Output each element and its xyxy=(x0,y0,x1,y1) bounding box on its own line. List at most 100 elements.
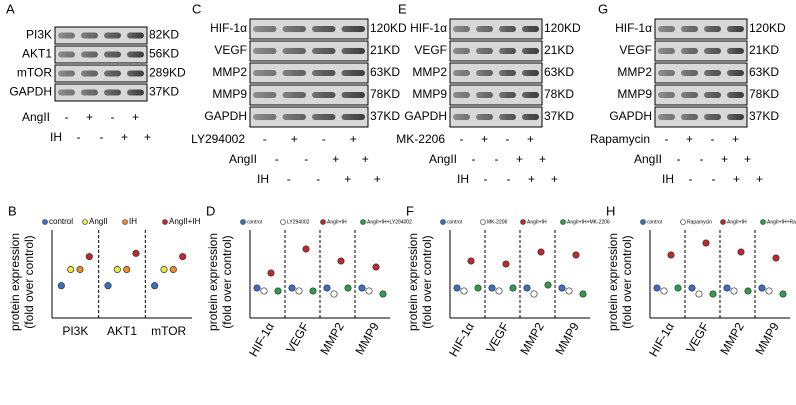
legend-swatch xyxy=(162,219,168,225)
data-dot xyxy=(85,253,93,261)
treatment-sign: + xyxy=(744,152,751,166)
blot-band xyxy=(522,70,539,76)
treatment-sign: - xyxy=(507,172,511,186)
treatment-sign: - xyxy=(472,152,476,166)
treatment-name: IH xyxy=(257,172,269,186)
blot-band xyxy=(58,51,75,58)
data-dot xyxy=(779,290,787,298)
protein-name: GAPDH xyxy=(204,109,247,123)
blot-strip xyxy=(249,18,369,40)
blot-band xyxy=(104,89,121,96)
data-dot xyxy=(695,290,703,298)
protein-name: MMP2 xyxy=(412,65,447,79)
legend-swatch xyxy=(720,219,726,225)
blot-band xyxy=(476,48,493,54)
blot-strip xyxy=(449,106,543,128)
band-size: 21KD xyxy=(544,43,574,57)
blot-band xyxy=(282,114,306,120)
data-dot xyxy=(453,284,461,292)
blot-band xyxy=(453,48,470,54)
treatment-name: AngII xyxy=(429,152,457,166)
treatment-sign: - xyxy=(700,152,704,166)
blot-band xyxy=(81,32,98,39)
data-dot xyxy=(57,282,65,290)
data-dot xyxy=(288,284,296,292)
legend-swatch xyxy=(240,219,246,225)
blot-band xyxy=(476,70,493,76)
legend-swatch xyxy=(520,219,526,225)
legend-swatch xyxy=(480,219,486,225)
blot-band xyxy=(58,32,75,39)
blot-strip xyxy=(249,106,369,128)
legend-swatch xyxy=(360,219,366,225)
x-tick-label: mTOR xyxy=(151,324,186,338)
data-dot xyxy=(123,265,131,274)
treatment-sign: + xyxy=(686,132,693,146)
blot-band xyxy=(312,92,336,98)
data-dot xyxy=(737,248,745,256)
treatment-sign: - xyxy=(304,152,308,166)
treatment-sign: + xyxy=(132,110,139,124)
data-dot xyxy=(467,257,475,265)
panel-letter: H xyxy=(606,203,615,218)
blot-strip xyxy=(654,40,748,62)
blot-band xyxy=(704,70,721,76)
panel-letter: A xyxy=(6,1,15,16)
data-dot xyxy=(723,284,731,292)
legend-label: AngII+IH xyxy=(327,219,347,225)
blot-band xyxy=(476,114,493,120)
data-dot xyxy=(365,287,373,295)
blot-band xyxy=(681,92,698,98)
blot-strip xyxy=(449,18,543,40)
protein-name: mTOR xyxy=(17,66,52,80)
blot-band xyxy=(341,26,365,32)
blot-band xyxy=(127,32,144,39)
blot-band xyxy=(253,92,277,98)
band-size: 289KD xyxy=(149,66,186,80)
blot-band xyxy=(341,48,365,54)
blot-band xyxy=(104,32,121,39)
blot-strip xyxy=(249,40,369,62)
blot-strip xyxy=(54,83,148,102)
data-dot xyxy=(151,282,159,290)
blot-band xyxy=(658,70,675,76)
data-dot xyxy=(502,260,510,268)
legend-swatch xyxy=(560,219,566,225)
treatment-sign: - xyxy=(677,152,681,166)
data-dot xyxy=(267,269,275,277)
x-tick-label: MMP2 xyxy=(717,320,747,357)
blot-band xyxy=(658,114,675,120)
legend-label: LY294002 xyxy=(287,219,310,225)
x-tick-label: VEGF xyxy=(683,320,711,355)
blot-band xyxy=(727,114,744,120)
blot-band xyxy=(499,26,516,32)
blot-band xyxy=(704,92,721,98)
panel-letter: G xyxy=(598,1,608,16)
blot-band xyxy=(253,70,277,76)
x-tick-label: MMP2 xyxy=(317,320,347,357)
blot-band xyxy=(658,92,675,98)
data-dot xyxy=(660,287,668,295)
treatment-sign: - xyxy=(263,132,267,146)
band-size: 21KD xyxy=(749,43,779,57)
x-tick-label: MMP2 xyxy=(517,320,547,357)
treatment-sign: + xyxy=(86,110,93,124)
band-size: 63KD xyxy=(749,65,779,79)
treatment-sign: + xyxy=(332,152,339,166)
legend-label: control xyxy=(647,219,662,225)
y-axis-label: protein expression xyxy=(406,233,420,331)
data-dot xyxy=(709,290,717,298)
treatment-sign: - xyxy=(712,172,716,186)
legend-swatch xyxy=(640,219,646,225)
blot-strip xyxy=(54,45,148,64)
protein-name: MMP9 xyxy=(412,87,447,101)
data-dot xyxy=(260,287,268,295)
blot-strip xyxy=(449,62,543,84)
band-size: 82KD xyxy=(149,28,179,42)
legend-label: IH xyxy=(129,217,137,226)
band-size: 78KD xyxy=(544,87,574,101)
data-dot xyxy=(558,284,566,292)
data-dot xyxy=(495,287,503,295)
band-size: 120KD xyxy=(749,21,786,35)
legend-label: AngII+IH xyxy=(727,219,747,225)
